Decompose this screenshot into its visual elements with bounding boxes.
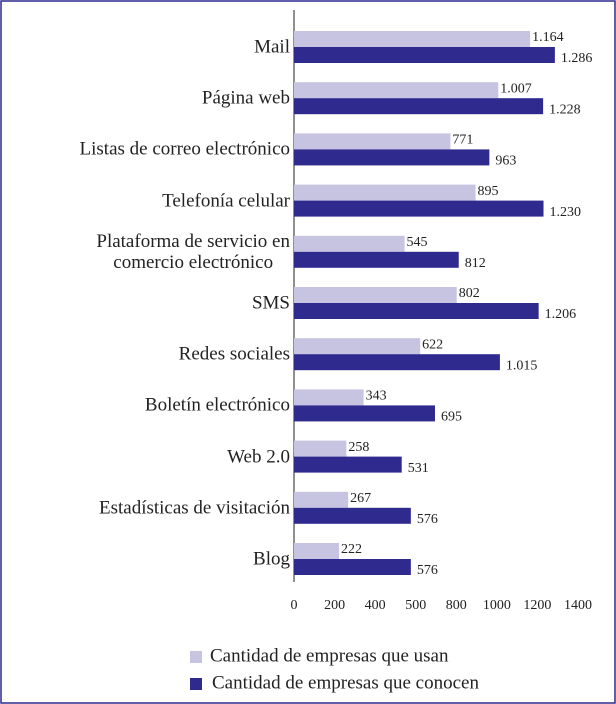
value-label: 576 (417, 512, 438, 527)
bar (294, 47, 555, 63)
value-label: 895 (478, 184, 499, 199)
bar (294, 82, 499, 99)
legend-swatch (190, 678, 202, 690)
category-label: Estadísticas de visitación (98, 497, 290, 519)
legend-label: Cantidad de empresas que conocen (212, 672, 479, 693)
legend-label: Cantidad de empresas que usan (210, 645, 449, 666)
value-label: 1.206 (545, 307, 577, 322)
value-label: 267 (350, 491, 371, 506)
value-label: 343 (366, 389, 387, 404)
x-tick-label: 0 (291, 598, 298, 613)
value-label: 576 (417, 563, 438, 578)
x-tick-label: 400 (365, 598, 386, 613)
bar (294, 200, 544, 217)
value-label: 1.164 (532, 30, 564, 45)
category-label: Telefonía celular (162, 190, 290, 212)
bar (294, 559, 411, 575)
value-label: 1.015 (506, 358, 538, 373)
bar (294, 543, 340, 559)
category-label: Boletín electrónico (144, 394, 290, 416)
category-label: Redes sociales (178, 343, 290, 365)
category-label: Web 2.0 (227, 446, 290, 468)
x-tick-label: 1200 (523, 598, 551, 613)
value-label: 771 (452, 133, 473, 148)
bar (294, 491, 349, 508)
value-label: 1.230 (550, 205, 582, 220)
bar (294, 251, 459, 268)
x-tick-label: 800 (446, 598, 467, 613)
value-label: 963 (495, 154, 516, 169)
value-label: 1.286 (561, 51, 593, 66)
bar (294, 507, 411, 524)
value-label: 1.007 (500, 81, 531, 96)
bar (294, 287, 457, 303)
bar (294, 31, 531, 47)
bar (294, 338, 421, 355)
bar (294, 389, 364, 406)
x-tick-label: 1400 (564, 598, 592, 613)
value-label: 222 (341, 542, 362, 557)
bar (294, 235, 405, 252)
x-tick-label: 200 (324, 598, 345, 613)
category-label: Plataforma de servicio en comercio elect… (96, 230, 290, 273)
bar (294, 440, 347, 457)
value-label: 545 (407, 235, 428, 250)
value-label: 812 (465, 256, 486, 271)
category-label: Mail (254, 36, 290, 58)
value-label: 258 (348, 440, 369, 455)
x-tick-label: 500 (405, 598, 426, 613)
bar (294, 184, 476, 201)
bar (294, 133, 451, 150)
bar (294, 149, 490, 166)
category-label: Página web (201, 87, 290, 109)
value-label: 1.228 (549, 102, 581, 117)
bar (294, 98, 544, 115)
x-tick-label: 1000 (483, 598, 511, 613)
category-label: Blog (253, 548, 290, 570)
value-label: 802 (459, 286, 480, 301)
bar (294, 405, 435, 422)
category-label: SMS (251, 292, 290, 314)
value-label: 531 (408, 461, 429, 476)
category-label: Listas de correo electrónico (79, 138, 290, 160)
value-label: 622 (422, 337, 443, 352)
bar (294, 303, 539, 319)
bar (294, 354, 500, 371)
legend-swatch (190, 651, 202, 663)
value-label: 695 (441, 410, 462, 425)
bar (294, 456, 402, 473)
